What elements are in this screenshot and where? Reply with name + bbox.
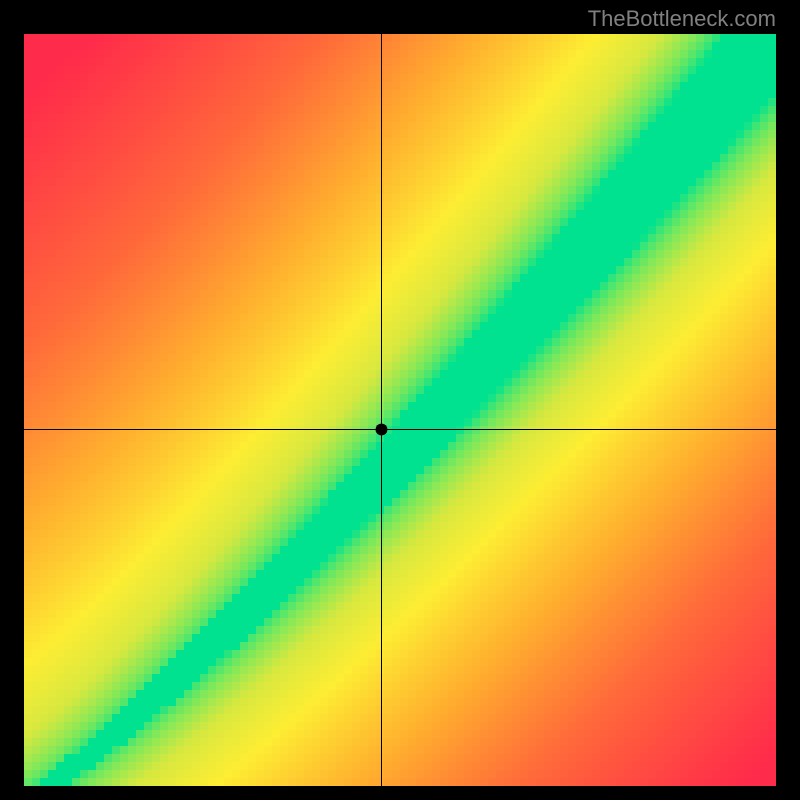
bottleneck-heatmap [24, 34, 776, 786]
watermark-text: TheBottleneck.com [588, 6, 776, 32]
